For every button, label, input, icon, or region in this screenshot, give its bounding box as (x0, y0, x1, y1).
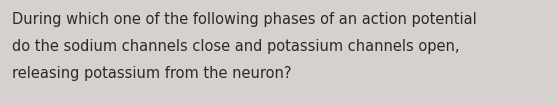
Text: During which one of the following phases of an action potential: During which one of the following phases… (12, 12, 477, 27)
Text: do the sodium channels close and potassium channels open,: do the sodium channels close and potassi… (12, 39, 460, 54)
Text: releasing potassium from the neuron?: releasing potassium from the neuron? (12, 66, 292, 81)
